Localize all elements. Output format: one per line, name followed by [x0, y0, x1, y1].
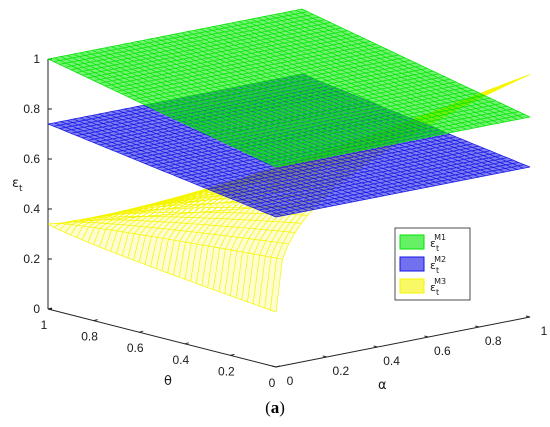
theta-tick [47, 307, 53, 310]
surface-m1 [47, 8, 531, 168]
legend-swatch [399, 278, 425, 294]
alpha-tick-label: 1 [541, 324, 548, 338]
figure-caption: (a) [265, 398, 285, 417]
alpha-tick-label: 0.2 [332, 364, 349, 378]
alpha-axis-line [275, 316, 531, 368]
axes-lines [47, 59, 531, 368]
theta-tick [139, 330, 144, 333]
theta-tick-label: 0.2 [218, 364, 235, 378]
alpha-tick [322, 355, 327, 358]
theta-tick-label: 0.8 [81, 330, 98, 344]
theta-tick-label: 0 [269, 376, 276, 390]
z-axis-label: εt [12, 176, 23, 194]
theta-axis-label: θ [164, 374, 172, 389]
alpha-tick-label: 0.6 [434, 344, 451, 358]
tick-labels: 00 00.20.2 0.20.40.4 0.40.60.6 0.60.80.8 0.81… [23, 52, 547, 390]
legend-item-m2: εtM2 [399, 255, 446, 275]
z-tick-label: 0.4 [23, 202, 40, 216]
z-tick-label: 0.2 [23, 252, 40, 266]
theta-tick-label: 0.4 [172, 353, 189, 367]
theta-tick-label: 0.6 [127, 341, 144, 355]
z-tick-label: 0.6 [23, 152, 40, 166]
alpha-tick [475, 325, 480, 328]
z-tick-label: 1 [33, 52, 40, 66]
legend-label: εtM2 [430, 255, 446, 275]
theta-tick [230, 353, 235, 356]
alpha-tick-label: 0 [287, 374, 294, 388]
alpha-tick [424, 335, 429, 338]
surfaces [47, 8, 531, 313]
alpha-tick [373, 345, 378, 348]
theta-tick [184, 342, 189, 345]
alpha-axis-label: α [378, 378, 387, 393]
theta-tick-label: 1 [41, 318, 48, 332]
legend-swatch [399, 256, 425, 272]
legend-label: εtM3 [430, 277, 446, 297]
z-tick-label: 0 [33, 302, 40, 316]
z-tick-label: 0.8 [23, 102, 40, 116]
legend-item-m3: εtM3 [399, 277, 446, 297]
legend-item-m1: εtM1 [399, 233, 446, 253]
alpha-tick [271, 365, 277, 368]
surface-chart: 00 00.20.2 0.20.40.4 0.40.60.6 0.60.80.8 0.81… [12, 8, 548, 393]
theta-tick [275, 365, 281, 368]
legend-label: εtM1 [430, 233, 446, 253]
theta-axis-line [47, 308, 277, 368]
alpha-tick [525, 315, 531, 318]
legend: εtM1 εtM2 εtM3 [394, 227, 471, 301]
theta-tick [93, 319, 98, 322]
tick-marks [47, 58, 531, 368]
surface-mesh [47, 8, 531, 168]
alpha-tick-label: 0.8 [485, 334, 502, 348]
legend-swatch [399, 234, 425, 250]
alpha-tick-label: 0.4 [383, 354, 400, 368]
